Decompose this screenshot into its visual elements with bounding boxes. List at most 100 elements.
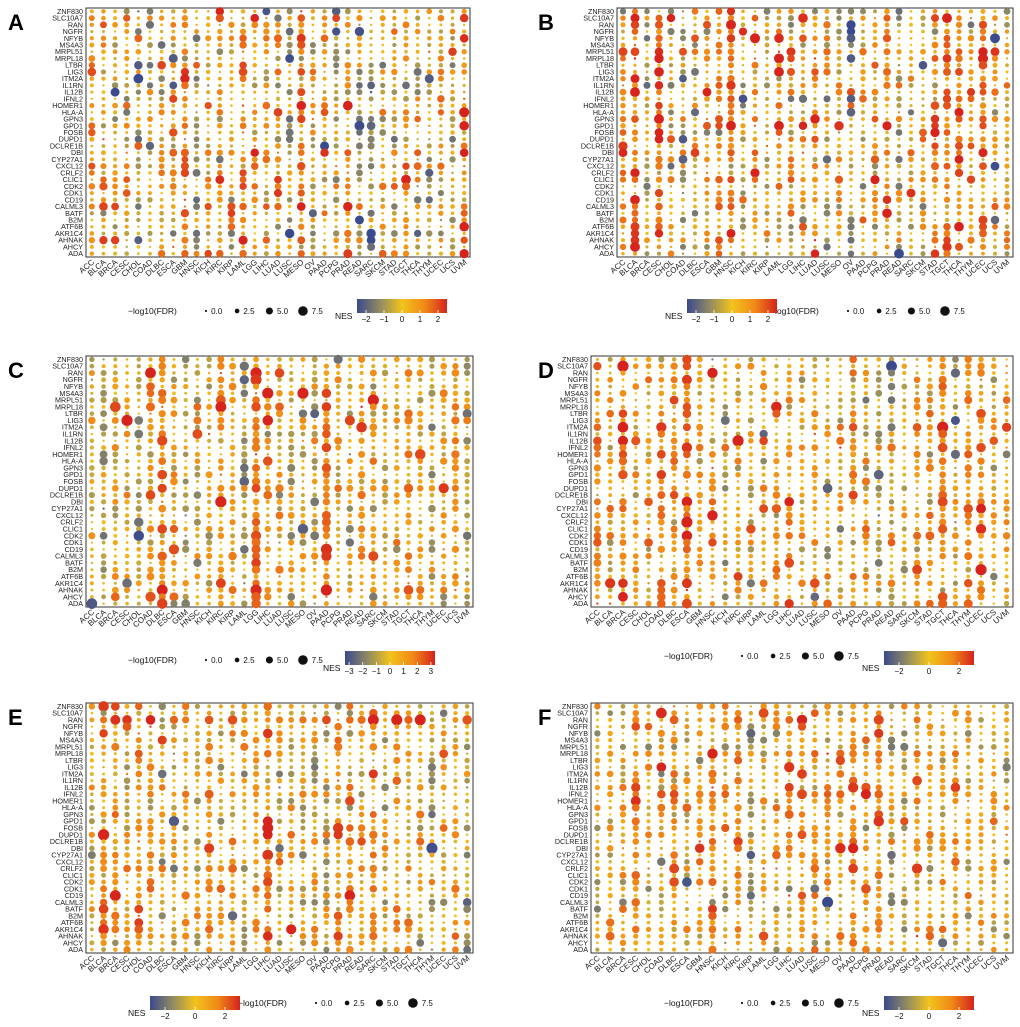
- dot: [193, 396, 201, 404]
- dot: [953, 479, 958, 484]
- dot: [710, 405, 715, 409]
- dot: [632, 82, 638, 89]
- dot: [442, 568, 445, 571]
- dot: [691, 34, 699, 43]
- dot: [416, 158, 419, 161]
- dot: [620, 224, 626, 230]
- dot: [861, 225, 865, 228]
- dot: [717, 231, 721, 236]
- dot: [915, 371, 919, 375]
- dot: [124, 499, 130, 505]
- dot: [215, 175, 225, 185]
- gene-label: CDK2: [64, 531, 83, 540]
- dot: [953, 398, 958, 402]
- dot: [382, 574, 388, 579]
- dot: [723, 398, 727, 402]
- dot: [836, 69, 842, 75]
- dot: [823, 48, 831, 56]
- dot: [368, 96, 374, 102]
- dot: [136, 513, 141, 518]
- dot: [765, 123, 769, 128]
- dot: [824, 62, 830, 69]
- dot: [633, 43, 637, 47]
- dot: [889, 513, 894, 518]
- dot: [428, 423, 436, 431]
- dot: [278, 520, 281, 524]
- dot: [430, 398, 434, 402]
- dot: [863, 418, 869, 423]
- dot: [90, 178, 94, 181]
- dot: [938, 375, 947, 384]
- dot: [453, 472, 458, 477]
- dot: [618, 47, 628, 57]
- dot: [172, 554, 176, 558]
- dot: [608, 391, 612, 395]
- dot: [137, 486, 141, 490]
- dot: [954, 466, 957, 470]
- dot: [392, 63, 397, 68]
- dot: [696, 423, 704, 431]
- dot: [838, 479, 843, 484]
- dot: [864, 438, 868, 443]
- dot: [774, 363, 779, 369]
- dot: [170, 143, 176, 149]
- dot: [944, 137, 950, 142]
- dot: [838, 452, 843, 457]
- dot: [896, 243, 902, 250]
- dot: [88, 170, 95, 176]
- dot: [300, 588, 305, 593]
- dot: [356, 82, 363, 89]
- dot: [310, 123, 316, 129]
- dot: [704, 210, 710, 216]
- dot: [438, 29, 444, 34]
- dot: [418, 601, 423, 606]
- dot: [426, 69, 432, 75]
- dot: [608, 500, 612, 504]
- dot: [849, 184, 853, 188]
- dot: [859, 48, 867, 56]
- dot: [761, 357, 766, 362]
- dot: [774, 500, 779, 504]
- dot: [193, 156, 200, 163]
- dot: [715, 250, 723, 257]
- dot: [381, 57, 384, 60]
- dot: [148, 77, 152, 81]
- dot: [264, 90, 268, 94]
- dot: [921, 123, 925, 128]
- dot: [264, 184, 268, 188]
- dot: [681, 496, 693, 508]
- dot: [465, 554, 469, 558]
- dot: [124, 485, 130, 492]
- dot: [751, 14, 759, 22]
- dot: [323, 84, 326, 87]
- dot: [321, 102, 329, 110]
- dot: [134, 416, 144, 425]
- dot: [146, 572, 155, 581]
- dot: [253, 90, 257, 94]
- nes-tick-label: −2: [691, 315, 701, 324]
- dot: [450, 191, 455, 195]
- dot: [136, 170, 141, 175]
- dot: [171, 76, 175, 81]
- dot: [395, 432, 398, 436]
- dot: [347, 580, 353, 586]
- dot: [297, 250, 305, 258]
- dot: [336, 581, 340, 585]
- dot: [321, 550, 332, 562]
- dot: [932, 96, 938, 101]
- dot: [99, 423, 108, 432]
- gene-label: BATF: [596, 209, 614, 218]
- dot: [453, 560, 458, 565]
- dot: [1005, 151, 1009, 155]
- dot: [369, 592, 378, 602]
- dot: [437, 109, 445, 116]
- dot: [428, 545, 436, 553]
- dot: [736, 506, 741, 511]
- dot: [242, 499, 247, 504]
- dot: [275, 29, 281, 34]
- dot: [206, 117, 210, 121]
- dot: [149, 581, 152, 585]
- dot: [846, 94, 856, 104]
- dot: [90, 588, 94, 592]
- dot: [788, 184, 794, 189]
